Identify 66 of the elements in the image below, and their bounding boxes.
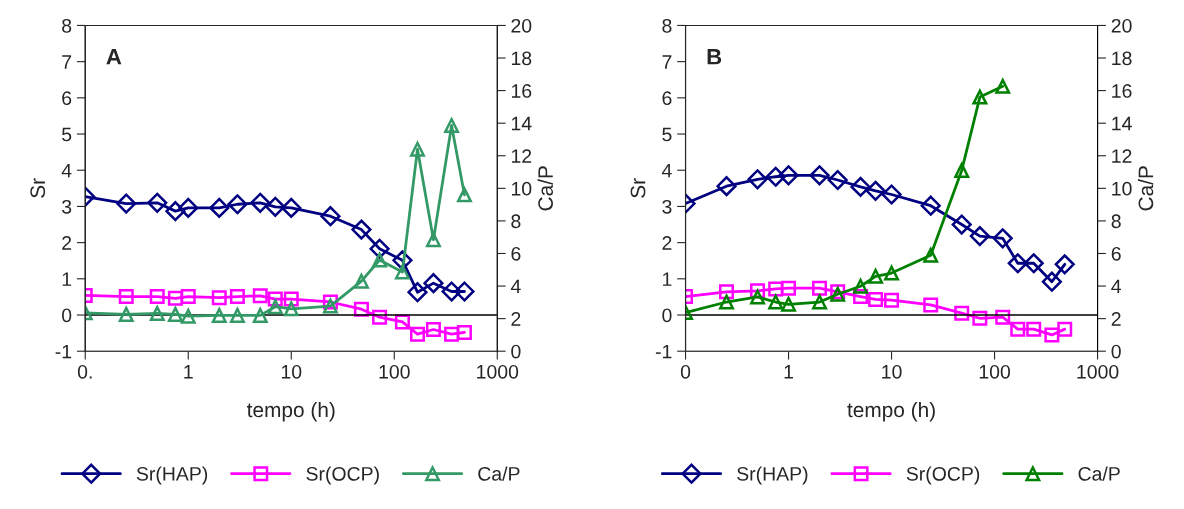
legend-label: Sr(HAP): [136, 466, 208, 485]
y-tick-label: 3: [662, 199, 672, 214]
y-tick-label: 6: [662, 91, 672, 106]
text: B: [707, 49, 722, 65]
y-tick-label: 2: [62, 236, 72, 250]
legend-label: Sr(OCP): [306, 466, 379, 485]
y2-axis-title: Ca/P: [1137, 166, 1154, 211]
y-tick-label: 5: [62, 127, 72, 142]
y2-tick-label: 14: [511, 116, 532, 131]
legend-label: Sr(HAP): [737, 466, 808, 485]
y2-tick-label: 6: [1111, 246, 1121, 261]
y2-tick-label: 10: [1112, 181, 1132, 196]
y-tick-label: 0: [62, 308, 72, 323]
x-tick-label: 1: [184, 365, 193, 379]
y-tick-label: 4: [661, 163, 672, 178]
y-tick-label: 7: [662, 55, 672, 69]
y2-tick-label: 20: [511, 18, 532, 33]
y-tick-label: 6: [62, 91, 72, 106]
y2-axis-title: Ca/P: [537, 166, 553, 211]
y-tick-label: 4: [61, 163, 72, 178]
y-tick-label: -1: [655, 344, 672, 359]
y-tick-label: 8: [662, 18, 672, 33]
y-tick-label: 3: [61, 199, 72, 214]
x-tick-label: 10: [882, 364, 902, 379]
x-tick-label: 1000: [1077, 364, 1119, 379]
y2-tick-label: 4: [510, 279, 521, 294]
y2-tick-label: 2: [1111, 312, 1121, 326]
x-tick-label: 0: [680, 364, 691, 379]
y-tick-label: 2: [662, 236, 672, 250]
x-tick-label: 1: [784, 365, 793, 379]
y2-tick-label: 2: [511, 312, 521, 326]
y-tick-label: 7: [62, 55, 72, 69]
x-axis-title: tempo (h): [247, 401, 335, 422]
y2-tick-label: 8: [1111, 214, 1121, 229]
y2-tick-label: 4: [1111, 279, 1122, 294]
y-tick-label: 1: [62, 272, 72, 286]
x-tick-label: 10: [281, 364, 302, 379]
y-tick-label: 8: [62, 18, 72, 33]
y2-tick-label: 10: [511, 181, 532, 196]
y-tick-label: 0: [662, 308, 672, 323]
y2-tick-label: 14: [1112, 116, 1132, 131]
y-axis-title: Sr: [630, 178, 646, 198]
y2-tick-label: 6: [511, 246, 521, 261]
y-tick-label: -1: [55, 344, 72, 359]
y2-tick-label: 20: [1111, 18, 1132, 33]
y2-tick-label: 16: [1112, 84, 1132, 98]
y2-tick-label: 12: [511, 149, 532, 163]
y2-tick-label: 0: [511, 344, 521, 359]
y-tick-label: 1: [663, 272, 672, 286]
y2-tick-label: 0: [1111, 344, 1121, 359]
y2-tick-label: 12: [1112, 149, 1132, 163]
y2-tick-label: 16: [511, 84, 532, 98]
text: A: [106, 49, 122, 65]
x-tick-label: 0.: [77, 364, 92, 379]
x-tick-label: 100: [379, 364, 410, 379]
y2-tick-label: 18: [1112, 51, 1132, 66]
y2-tick-label: 18: [511, 51, 532, 66]
x-axis-title: tempo (h): [847, 401, 935, 422]
x-tick-label: 100: [979, 364, 1011, 379]
x-tick-label: 1000: [477, 364, 519, 379]
legend-label: Ca/P: [1078, 466, 1120, 481]
legend-label: Sr(OCP): [906, 466, 980, 485]
y-axis-title: Sr: [30, 178, 46, 198]
y-tick-label: 5: [662, 127, 672, 142]
legend-label: Ca/P: [478, 466, 520, 481]
y2-tick-label: 8: [511, 214, 521, 229]
